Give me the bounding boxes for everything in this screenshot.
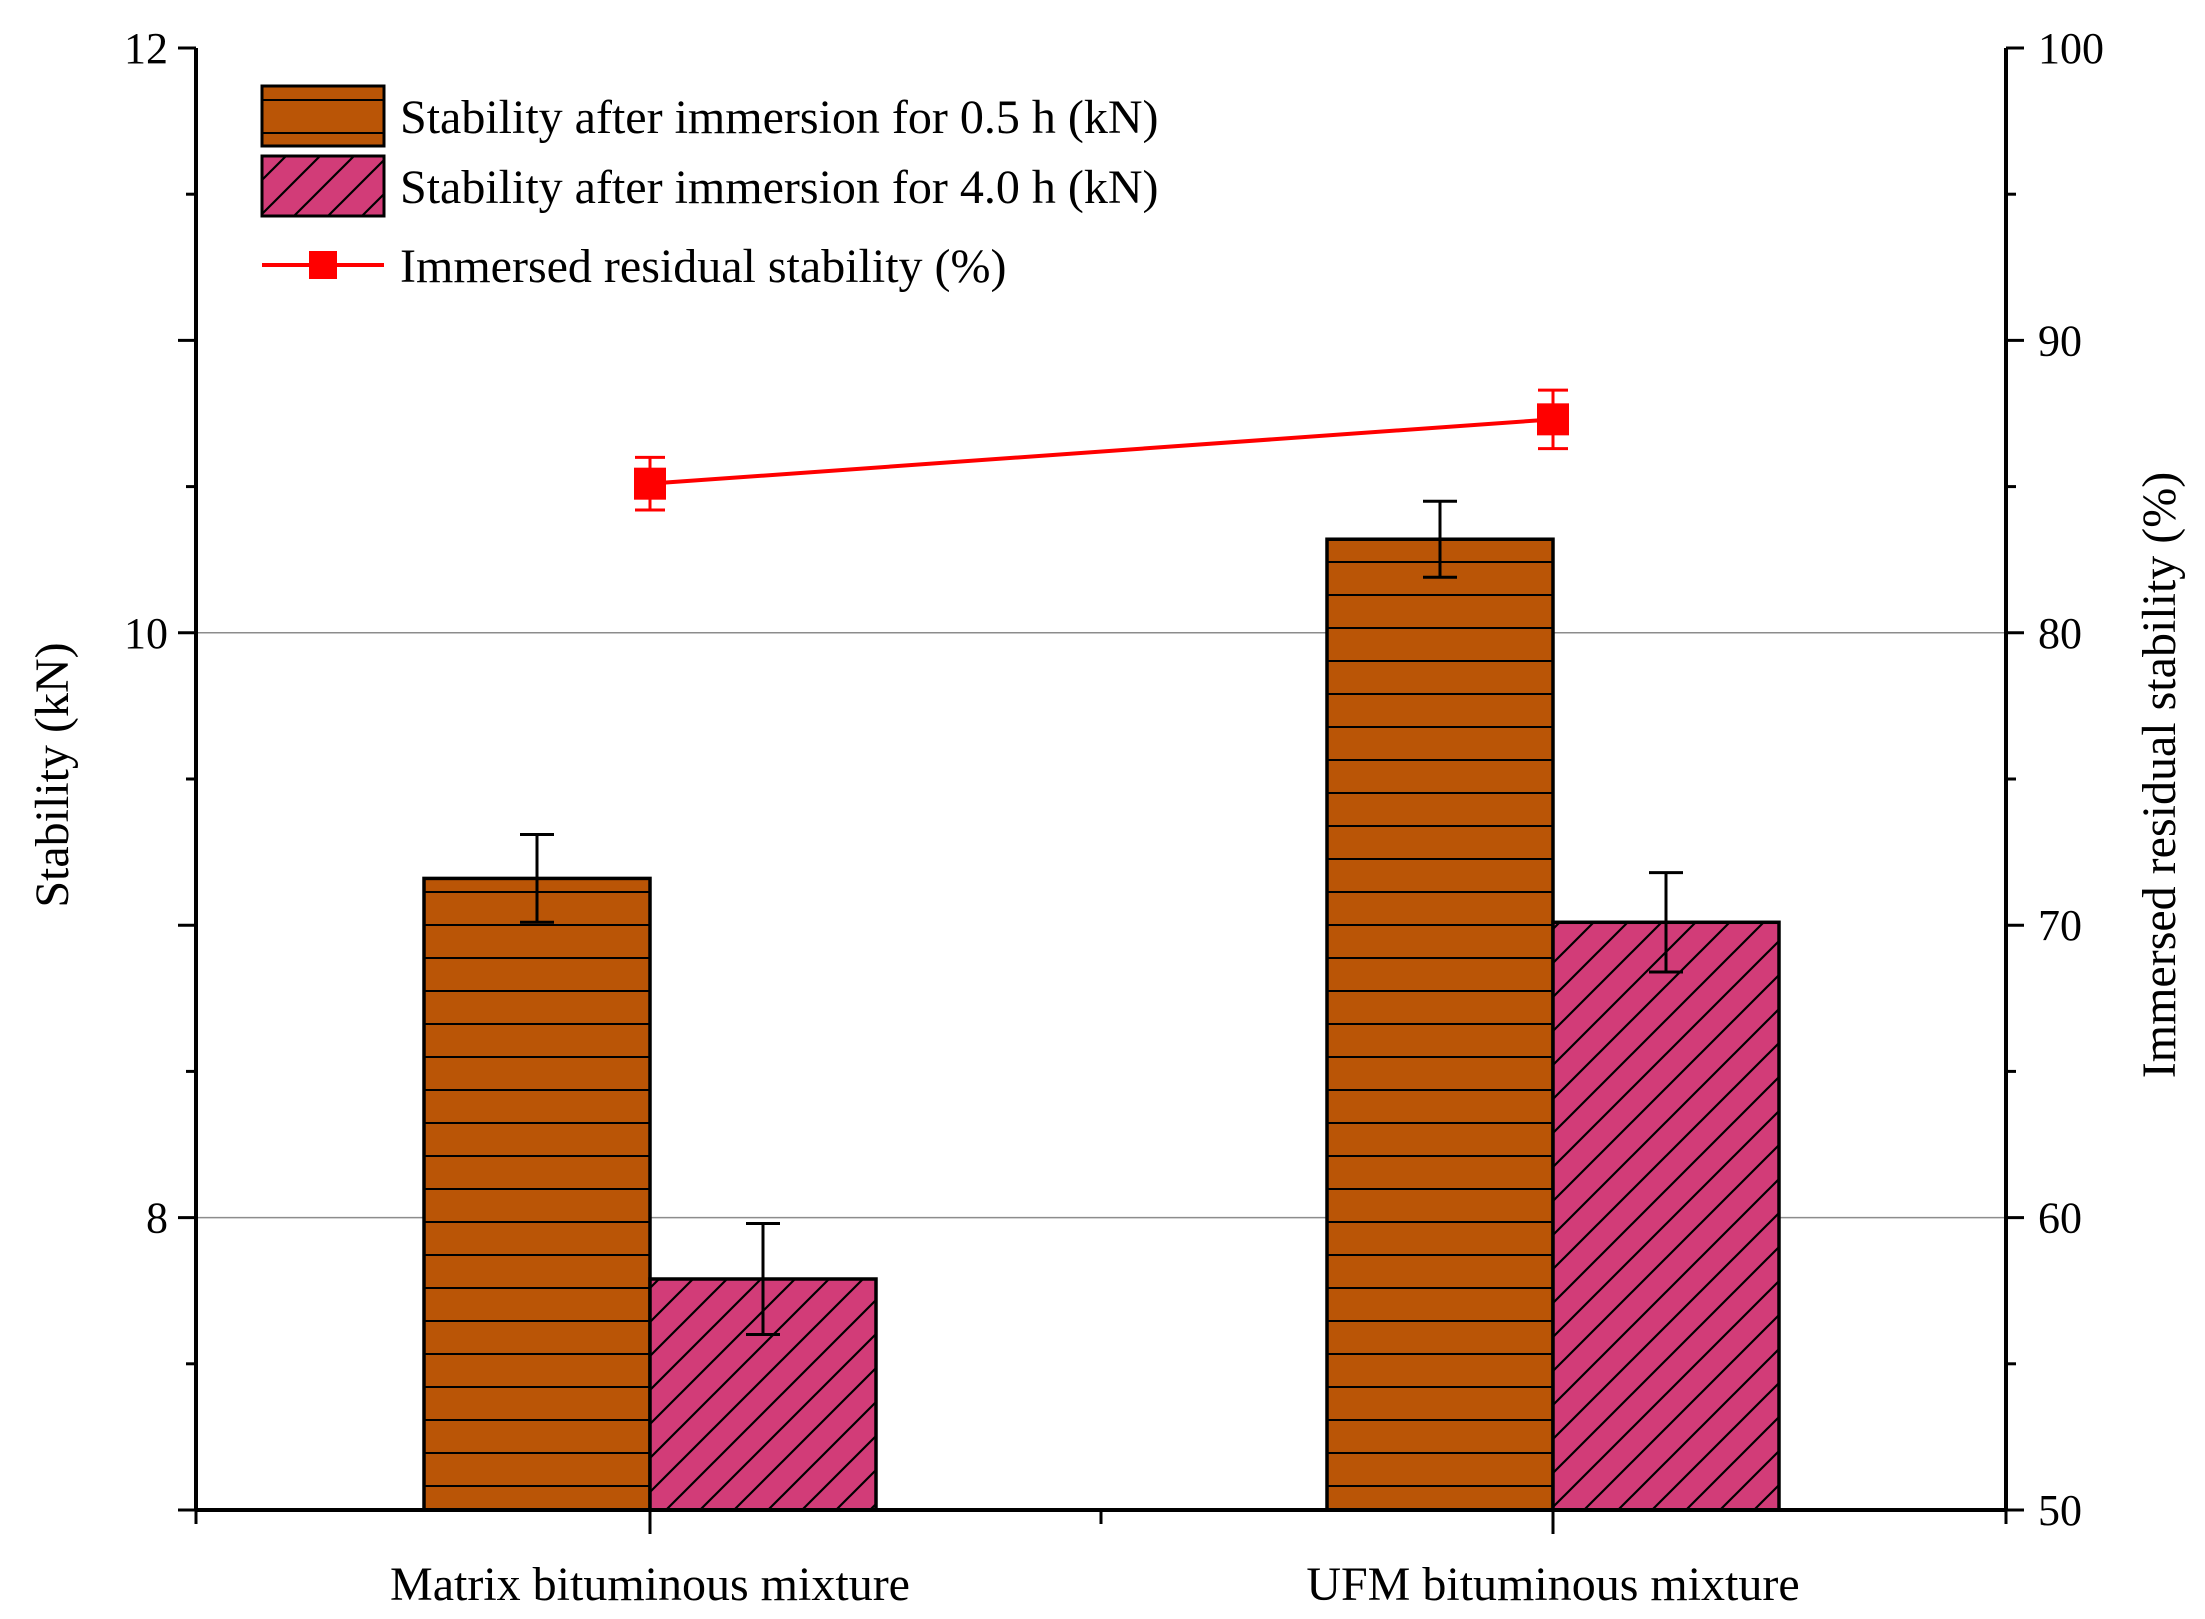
y-axis-title: Stability (kN) [26,642,79,907]
error-bar-0-0 [520,833,554,924]
error-bar-1-1 [1649,871,1683,974]
legend-swatch-4.0h [260,154,386,218]
y2-axis-title: Immersed residual stability (%) [2133,472,2186,1079]
residual-marker-ufm [1537,403,1569,436]
y2-tick-label: 50 [2038,1486,2082,1535]
x-category-label-matrix: Matrix bituminous mixture [390,1558,910,1611]
residual-line [649,417,1554,486]
legend-label-0.5h: Stability after immersion for 0.5 h (kN) [400,91,1159,144]
bar-4.0h-ufm [1551,920,1781,1512]
y-tick-label: 8 [146,1194,168,1243]
legend-marker-residual [309,251,337,279]
bar-0.5h-matrix [422,876,652,1512]
y2-tick-label: 100 [2038,24,2104,73]
y2-tick-label: 70 [2038,901,2082,950]
y-tick-label: 10 [124,609,168,658]
error-bar-0-1 [1423,499,1457,579]
legend: Stability after immersion for 0.5 h (kN)… [260,84,1159,293]
bar-0.5h-ufm [1325,537,1555,1512]
x-category-label-ufm: UFM bituminous mixture [1306,1558,1799,1611]
y2-tick-label: 60 [2038,1194,2082,1243]
legend-label-residual: Immersed residual stability (%) [400,240,1007,293]
residual-marker-matrix [634,467,666,500]
axes: 8 10 12 50 60 70 80 90 100 Matrix bituminous mixt… [124,24,2104,1611]
y2-tick-label: 80 [2038,609,2082,658]
y2-tick-label: 90 [2038,316,2082,365]
y-tick-label: 12 [124,24,168,73]
legend-swatch-0.5h [260,84,386,148]
residual-stability-line [634,388,1569,512]
bars [422,499,1781,1512]
error-bar-1-0 [746,1221,780,1337]
legend-label-4.0h: Stability after immersion for 4.0 h (kN) [400,161,1159,214]
